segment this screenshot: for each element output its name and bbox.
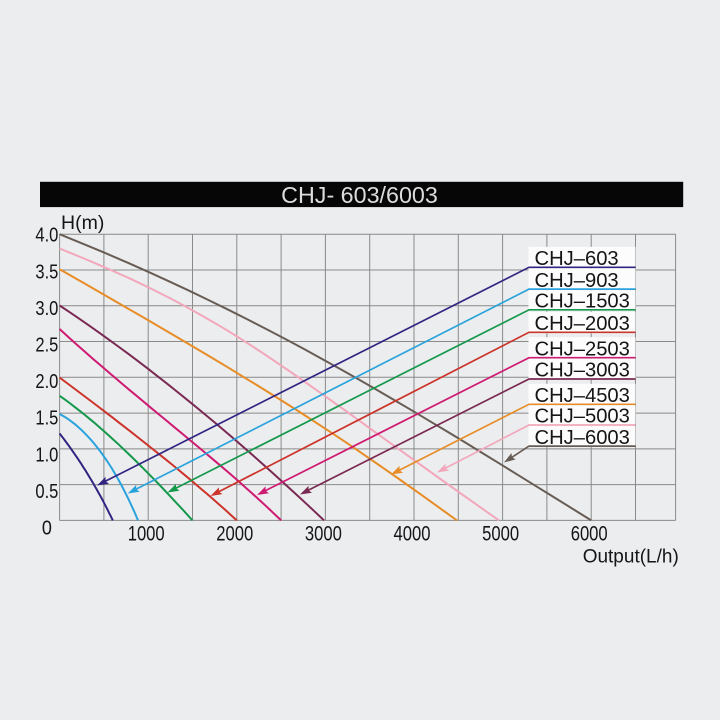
svg-text:1.5: 1.5 xyxy=(35,408,58,430)
svg-text:CHJ–2003: CHJ–2003 xyxy=(535,313,630,335)
svg-text:3.0: 3.0 xyxy=(35,298,58,320)
svg-text:0.5: 0.5 xyxy=(35,481,58,503)
svg-text:2000: 2000 xyxy=(216,522,253,546)
svg-text:2.5: 2.5 xyxy=(35,335,58,357)
svg-text:6000: 6000 xyxy=(571,522,608,546)
svg-text:3.5: 3.5 xyxy=(35,261,58,283)
svg-text:CHJ–903: CHJ–903 xyxy=(535,270,619,292)
svg-text:CHJ–3003: CHJ–3003 xyxy=(535,360,630,382)
svg-text:CHJ–6003: CHJ–6003 xyxy=(535,427,630,449)
svg-text:CHJ–1503: CHJ–1503 xyxy=(535,291,630,313)
svg-text:2.0: 2.0 xyxy=(35,371,58,393)
svg-text:CHJ–5003: CHJ–5003 xyxy=(535,406,630,428)
svg-text:CHJ–603: CHJ–603 xyxy=(535,248,619,270)
svg-text:1.0: 1.0 xyxy=(35,444,58,466)
svg-text:4.0: 4.0 xyxy=(35,225,58,247)
svg-text:1000: 1000 xyxy=(128,522,165,546)
svg-text:4000: 4000 xyxy=(394,522,431,546)
svg-text:5000: 5000 xyxy=(482,522,519,546)
svg-text:0: 0 xyxy=(42,518,52,540)
svg-text:Output(L/h): Output(L/h) xyxy=(583,547,679,568)
svg-text:CHJ- 603/6003: CHJ- 603/6003 xyxy=(281,182,438,208)
svg-text:H(m): H(m) xyxy=(61,212,104,234)
svg-text:CHJ–2503: CHJ–2503 xyxy=(535,338,630,360)
svg-text:3000: 3000 xyxy=(305,522,342,546)
svg-text:CHJ–4503: CHJ–4503 xyxy=(535,385,630,407)
